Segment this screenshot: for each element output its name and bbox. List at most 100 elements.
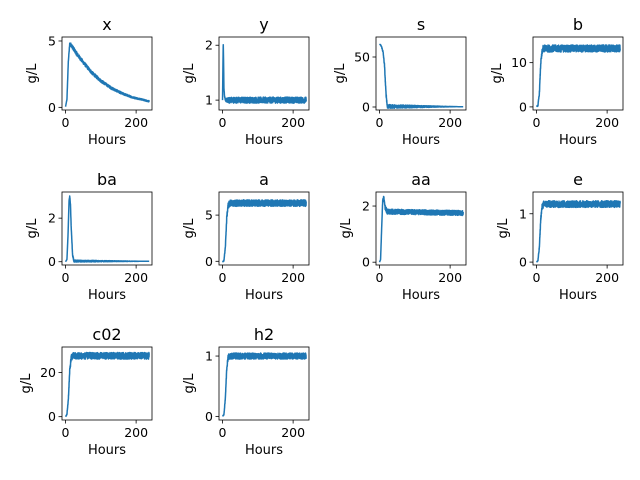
x-tick-label: 0 [62,115,70,130]
subplot-2: 0 200 1 2 y Hours g/L [182,15,310,148]
subplot-3: 0 200 0 50 s Hours g/L [333,15,467,148]
x-tick-label: 200 [124,425,148,440]
series-line [64,195,150,263]
y-tick-label: 0 [205,254,213,269]
x-axis-label: Hours [88,133,126,148]
subplot-8: 0 200 0 1 e Hours g/L [496,170,624,303]
subplot-title: h2 [254,325,274,344]
y-axis-label: g/L [182,373,197,394]
x-tick-label: 200 [595,115,619,130]
x-tick-label: 200 [438,270,462,285]
subplot-title: x [102,15,111,34]
x-tick-label: 200 [438,115,462,130]
series-line [378,43,464,110]
x-tick-label: 0 [219,115,227,130]
y-tick-label: 0 [48,409,56,424]
y-tick-label: 0 [48,100,56,115]
series-line [64,42,150,107]
y-axis-label: g/L [333,63,348,84]
subplot-9: 0 200 0 20 c02 Hours g/L [19,325,153,458]
y-tick-label: 0 [519,255,527,270]
y-tick-label: 5 [205,208,213,223]
subplot-title: b [573,15,583,34]
y-tick-label: 2 [362,199,370,214]
subplot-1: 0 200 0 5 x Hours g/L [25,15,153,148]
subplot-5: 0 200 0 2 ba Hours g/L [25,170,153,303]
x-axis-label: Hours [88,288,126,303]
series-line [535,199,621,263]
subplot-7: 0 200 0 2 aa Hours g/L [339,170,467,303]
x-tick-label: 200 [124,270,148,285]
x-axis-label: Hours [402,133,440,148]
subplot-10: 0 200 0 1 h2 Hours g/L [182,325,310,458]
x-axis-label: Hours [245,133,283,148]
axes-frame [218,346,310,421]
y-axis-label: g/L [19,373,34,394]
y-tick-label: 20 [40,365,56,380]
x-tick-label: 0 [219,425,227,440]
y-axis-label: g/L [490,63,505,84]
subplot-title: s [417,15,425,34]
axes-frame [218,36,310,111]
axes-frame [61,346,153,421]
x-tick-label: 0 [533,115,541,130]
axes-frame [61,191,153,266]
y-tick-label: 0 [362,100,370,115]
x-tick-label: 0 [62,425,70,440]
axes-frame [375,191,467,266]
y-tick-label: 5 [48,33,56,48]
y-axis-label: g/L [182,218,197,239]
y-tick-label: 50 [354,50,370,65]
x-tick-label: 200 [281,425,305,440]
y-axis-label: g/L [182,63,197,84]
x-tick-label: 200 [124,115,148,130]
y-axis-label: g/L [25,218,40,239]
series-line [64,351,150,418]
series-line [221,199,307,263]
series-line [378,195,464,263]
subplot-6: 0 200 0 5 a Hours g/L [182,170,310,303]
y-tick-label: 0 [519,99,527,114]
x-tick-label: 0 [219,270,227,285]
axes-frame [218,191,310,266]
axes-frame [61,36,153,111]
x-axis-label: Hours [245,443,283,458]
y-tick-label: 2 [205,38,213,53]
axes-frame [532,191,624,266]
x-axis-label: Hours [559,133,597,148]
series-line [221,352,307,418]
subplot-title: e [573,170,583,189]
x-tick-label: 200 [595,270,619,285]
y-tick-label: 1 [205,349,213,364]
subplot-title: aa [411,170,431,189]
x-axis-label: Hours [88,443,126,458]
y-axis-label: g/L [25,63,40,84]
subplot-title: a [259,170,269,189]
x-tick-label: 0 [376,115,384,130]
y-tick-label: 10 [511,55,527,70]
subplot-title: ba [97,170,117,189]
y-tick-label: 0 [205,409,213,424]
x-axis-label: Hours [245,288,283,303]
y-tick-label: 0 [48,254,56,269]
series-line [535,44,621,108]
x-axis-label: Hours [559,288,597,303]
y-tick-label: 1 [205,93,213,108]
y-tick-label: 0 [362,255,370,270]
axes-frame [375,36,467,111]
subplot-title: c02 [92,325,121,344]
y-axis-label: g/L [339,218,354,239]
x-tick-label: 200 [281,270,305,285]
y-tick-label: 2 [48,211,56,226]
y-axis-label: g/L [496,218,511,239]
x-tick-label: 0 [62,270,70,285]
x-tick-label: 0 [376,270,384,285]
subplot-4: 0 200 0 10 b Hours g/L [490,15,624,148]
axes-frame [532,36,624,111]
x-axis-label: Hours [402,288,440,303]
x-tick-label: 0 [533,270,541,285]
y-tick-label: 1 [519,206,527,221]
series-line [221,43,307,104]
subplot-title: y [259,15,268,34]
